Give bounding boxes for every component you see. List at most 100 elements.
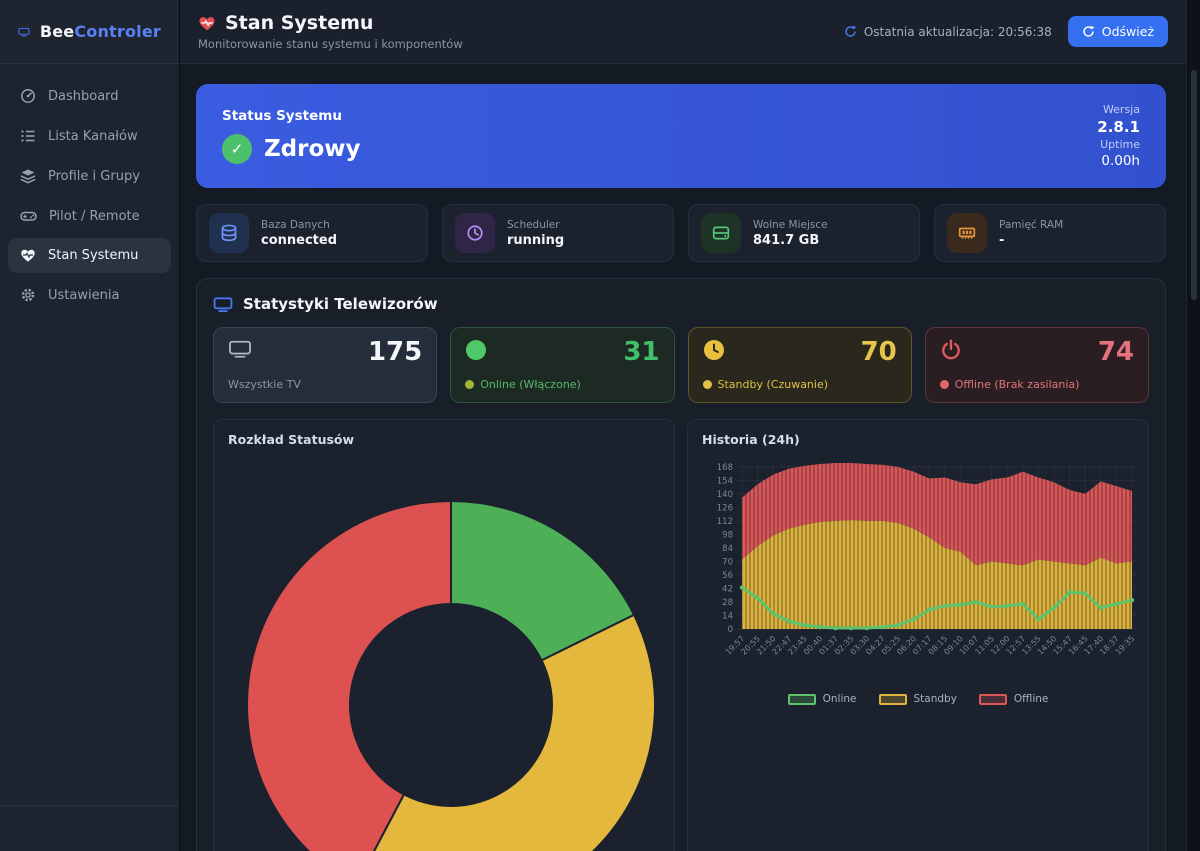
- status-card-value: 841.7 GB: [753, 232, 820, 248]
- page-subtitle: Monitorowanie stanu systemu i komponentó…: [198, 37, 463, 51]
- legend-label: Online: [822, 693, 857, 705]
- sidebar-item-label: Ustawienia: [48, 287, 120, 303]
- page-title: Stan Systemu: [225, 12, 374, 34]
- status-card-label: Baza Danych: [261, 218, 330, 231]
- banner-title: Status Systemu: [222, 108, 342, 124]
- tv-logo-icon: [18, 27, 30, 36]
- version-value: 2.8.1: [1097, 118, 1140, 136]
- gamepad-icon: [20, 211, 37, 221]
- gear-icon: [21, 288, 35, 302]
- tv-stats-section: Statystyki Telewizorów 175 Wszystkie TV: [196, 278, 1166, 851]
- database-icon: [221, 224, 237, 242]
- health-status: Zdrowy: [264, 136, 361, 162]
- tile-value: 31: [623, 337, 660, 367]
- legend-label: Standby: [913, 693, 957, 705]
- sidebar-item-dashboard[interactable]: Dashboard: [8, 78, 171, 114]
- heart-pulse-icon: [199, 16, 215, 30]
- hdd-icon: [712, 226, 730, 240]
- last-update: Ostatnia aktualizacja: 20:56:38: [844, 25, 1052, 39]
- legend-swatch-online: [787, 693, 816, 705]
- status-card-scheduler: Scheduler running: [442, 204, 674, 262]
- status-card-label: Pamięć RAM: [999, 218, 1064, 231]
- status-card-value: -: [999, 232, 1005, 248]
- brand-controler: Controler: [74, 22, 161, 41]
- tile-value: 70: [860, 337, 897, 367]
- sidebar-item-profile-i-grupy[interactable]: Profile i Grupy: [8, 158, 171, 194]
- svg-text:14: 14: [722, 611, 733, 621]
- status-card-database: Baza Danych connected: [196, 204, 428, 262]
- tile-standby: 70 Standby (Czuwanie): [687, 327, 912, 403]
- tile-value: 175: [367, 337, 423, 367]
- svg-text:42: 42: [722, 584, 733, 594]
- svg-text:112: 112: [717, 517, 733, 527]
- status-card-disk: Wolne Miejsce 841.7 GB: [688, 204, 920, 262]
- last-update-text: Ostatnia aktualizacja: 20:56:38: [863, 24, 1052, 39]
- history-card: Historia (24h) 0 14 28 42 56 70 84 98 112 126 140 1…: [687, 419, 1149, 851]
- refresh-button-label: Odśwież: [1101, 24, 1154, 39]
- status-distribution-card: Rozkład Statusów: [213, 419, 675, 851]
- sidebar: BeeControler Dashboard Lista Kanałów: [0, 0, 180, 851]
- main-area: Stan Systemu Monitorowanie stanu systemu…: [180, 0, 1186, 851]
- offline-dot-icon: [939, 380, 949, 389]
- status-card-ram: Pamięć RAM -: [934, 204, 1166, 262]
- status-cards-row: Baza Danych connected Scheduler running: [196, 204, 1166, 262]
- legend-item-standby[interactable]: Standby: [878, 693, 957, 705]
- scrollbar-track[interactable]: [1186, 0, 1200, 851]
- donut-chart: [228, 453, 660, 851]
- uptime-label: Uptime: [1100, 138, 1140, 151]
- scrollbar-thumb[interactable]: [1191, 70, 1197, 300]
- refresh-button[interactable]: Odśwież: [1067, 16, 1168, 47]
- sidebar-footer: [0, 805, 179, 851]
- clock-icon: [467, 225, 483, 241]
- tile-label: Online (Włączone): [480, 378, 581, 391]
- system-status-banner: Status Systemu ✓ Zdrowy Wersja 2.8.1 Upt…: [196, 84, 1166, 188]
- memory-icon: [958, 227, 976, 239]
- history-chart: 0 14 28 42 56 70 84 98 112 126 140 154 168 19:57 20:55…: [702, 453, 1137, 689]
- svg-text:56: 56: [722, 571, 733, 581]
- legend-item-offline[interactable]: Offline: [978, 693, 1049, 705]
- svg-text:154: 154: [717, 476, 733, 486]
- tv-icon: [213, 296, 233, 312]
- refresh-icon: [1083, 25, 1095, 37]
- version-label: Wersja: [1102, 103, 1140, 116]
- tv-stat-tiles: 175 Wszystkie TV 31 Onl: [213, 327, 1149, 403]
- history-legend: Online Standby Offline: [702, 693, 1134, 705]
- brand-logo: BeeControler: [0, 0, 179, 64]
- heart-pulse-icon: [21, 249, 35, 262]
- power-icon: [941, 339, 960, 360]
- tile-label: Standby (Czuwanie): [717, 378, 829, 391]
- legend-swatch-standby: [878, 693, 907, 705]
- sidebar-nav: Dashboard Lista Kanałów Profile i Grupy: [0, 64, 179, 805]
- legend-label: Offline: [1013, 693, 1049, 705]
- content: Status Systemu ✓ Zdrowy Wersja 2.8.1 Upt…: [180, 64, 1186, 851]
- tv-icon: [229, 340, 251, 358]
- svg-text:84: 84: [722, 544, 733, 554]
- svg-text:140: 140: [717, 490, 733, 500]
- sidebar-item-stan-systemu[interactable]: Stan Systemu: [8, 238, 171, 273]
- donut-chart-title: Rozkład Statusów: [228, 432, 355, 447]
- topbar: Stan Systemu Monitorowanie stanu systemu…: [180, 0, 1186, 64]
- svg-text:70: 70: [722, 557, 733, 567]
- tile-offline: 74 Offline (Brak zasilania): [924, 327, 1149, 403]
- tile-value: 74: [1097, 337, 1134, 367]
- status-card-value: running: [507, 232, 565, 248]
- sidebar-item-ustawienia[interactable]: Ustawienia: [8, 277, 171, 313]
- sidebar-item-pilot-remote[interactable]: Pilot / Remote: [8, 198, 171, 234]
- status-card-value: connected: [261, 232, 338, 248]
- tile-label: Offline (Brak zasilania): [954, 378, 1080, 391]
- sidebar-item-label: Dashboard: [48, 88, 119, 104]
- brand-text: BeeControler: [40, 22, 161, 41]
- sidebar-item-lista-kanalow[interactable]: Lista Kanałów: [8, 118, 171, 154]
- sidebar-item-label: Stan Systemu: [48, 248, 139, 263]
- tile-label: Wszystkie TV: [228, 378, 301, 391]
- uptime-value: 0.00h: [1101, 153, 1140, 169]
- sidebar-item-label: Lista Kanałów: [48, 128, 138, 144]
- legend-item-online[interactable]: Online: [787, 693, 857, 705]
- history-chart-title: Historia (24h): [702, 432, 800, 447]
- svg-text:98: 98: [722, 530, 733, 540]
- status-card-label: Wolne Miejsce: [753, 218, 828, 231]
- standby-dot-icon: [702, 380, 712, 389]
- clock-icon: [703, 340, 724, 360]
- layers-icon: [20, 169, 36, 184]
